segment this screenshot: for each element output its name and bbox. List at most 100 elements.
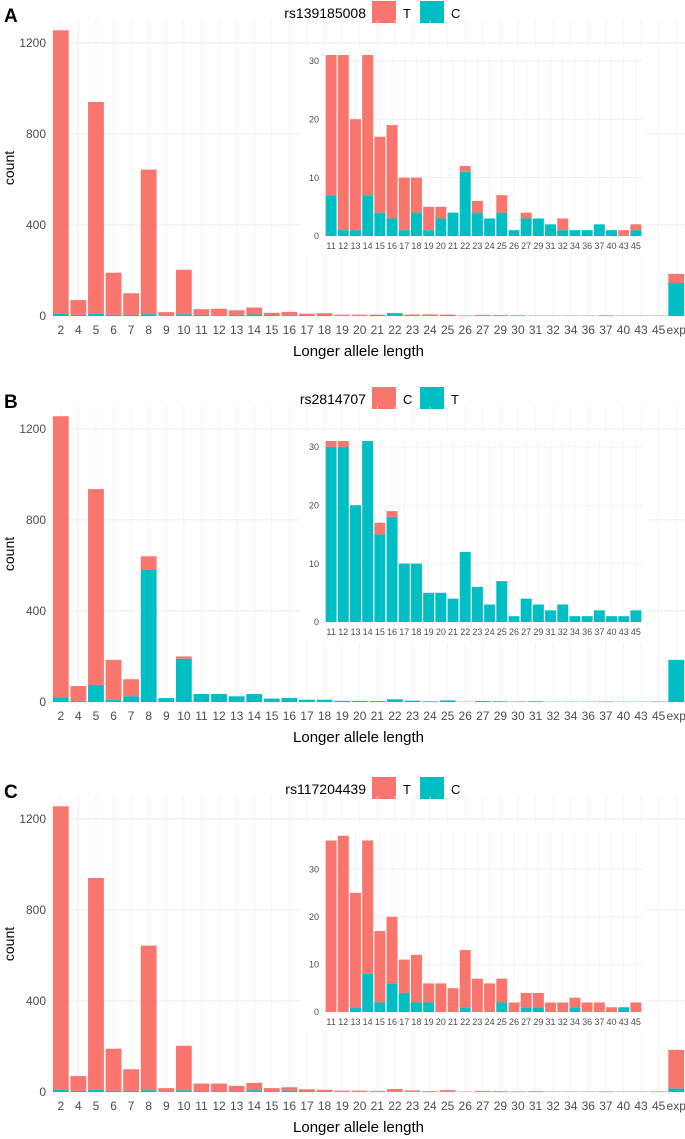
y-tick-label: 0 — [39, 309, 46, 323]
bar-C-2 — [52, 416, 69, 698]
x-tick-label: 32 — [558, 1017, 568, 1027]
bar-T-13 — [228, 310, 245, 315]
bar-C-22 — [459, 1007, 471, 1012]
x-tick-label: 22 — [388, 323, 402, 337]
x-tick-label: 25 — [441, 323, 455, 337]
y-tick-label: 0 — [39, 695, 46, 709]
legend-swatch-C — [372, 387, 396, 409]
legend-title: rs139185008 — [284, 5, 366, 21]
x-tick-label: 36 — [582, 323, 596, 337]
x-tick-label: 36 — [582, 709, 596, 723]
x-tick-label: 36 — [582, 627, 592, 637]
x-tick-label: 18 — [318, 1099, 332, 1113]
x-tick-label: 13 — [230, 1099, 244, 1113]
bar-C-14 — [246, 314, 263, 316]
bar-T-23 — [471, 978, 483, 1012]
bar-C-18 — [410, 212, 422, 236]
bar-T-40 — [606, 616, 618, 622]
x-tick-label: 37 — [599, 323, 613, 337]
x-tick-label: 19 — [424, 627, 434, 637]
x-tick-label: 34 — [570, 1017, 580, 1027]
x-tick-label: 23 — [472, 241, 482, 251]
bar-T-29 — [492, 701, 509, 702]
bar-C-5 — [88, 489, 104, 685]
bar-T-16 — [386, 916, 398, 984]
bar-T-23 — [471, 200, 483, 213]
bar-T-11 — [193, 694, 210, 702]
bar-T-27 — [520, 992, 532, 1008]
bar-C-24 — [484, 218, 496, 236]
bar-C-16 — [386, 983, 398, 1012]
x-tick-label: 45 — [652, 709, 666, 723]
bar-T-exp — [668, 659, 685, 702]
x-tick-label: 30 — [511, 709, 525, 723]
x-tick-label: 29 — [494, 1099, 508, 1113]
x-tick-label: 24 — [423, 709, 437, 723]
bar-C-29 — [532, 218, 544, 236]
bar-T-20 — [435, 206, 447, 219]
y-tick-label: 10 — [309, 173, 319, 183]
bar-T-25 — [496, 195, 508, 213]
bar-C-13 — [349, 1007, 361, 1012]
x-tick-label: 7 — [128, 709, 135, 723]
x-tick-label: 15 — [375, 1017, 385, 1027]
bar-T-23 — [404, 1090, 421, 1092]
bar-T-12 — [211, 1083, 227, 1092]
x-tick-label: 43 — [619, 241, 629, 251]
x-tick-label: 26 — [459, 323, 473, 337]
bar-C-exp — [668, 1088, 685, 1092]
x-tick-label: 40 — [617, 1099, 631, 1113]
x-tick-label: 23 — [406, 709, 420, 723]
bar-T-13 — [349, 892, 361, 1008]
bar-T-22 — [459, 165, 471, 172]
x-tick-label: exp — [667, 323, 685, 337]
bar-T-11 — [193, 1083, 210, 1092]
x-tick-label: 31 — [546, 627, 556, 637]
bar-T-11 — [325, 55, 337, 196]
y-tick-label: 1200 — [19, 422, 46, 436]
bar-T-15 — [374, 931, 386, 1003]
bar-T-25 — [496, 581, 508, 622]
bar-T-17 — [398, 563, 410, 622]
bar-T-27 — [474, 1090, 491, 1092]
bar-T-2 — [52, 697, 69, 702]
bar-C-15 — [374, 212, 386, 236]
bar-T-11 — [193, 309, 210, 315]
x-tick-label: 9 — [163, 1099, 170, 1113]
legend: rs117204439 T C — [285, 777, 460, 799]
bar-C-26 — [508, 230, 520, 236]
bar-T-20 — [435, 983, 447, 1012]
x-tick-label: 43 — [634, 709, 648, 723]
bar-T-24 — [422, 701, 438, 702]
bar-T-26 — [508, 1002, 520, 1012]
bar-C-31 — [545, 224, 557, 236]
x-tick-label: 8 — [145, 1099, 152, 1113]
bar-T-32 — [557, 218, 569, 231]
x-tick-label: 12 — [338, 241, 348, 251]
bar-T-10 — [175, 269, 192, 315]
y-tick-label: 1200 — [19, 812, 46, 826]
bar-T-14 — [246, 1082, 263, 1091]
bar-T-9 — [158, 312, 175, 316]
legend: rs139185008 T C — [284, 1, 460, 23]
x-tick-label: 36 — [582, 241, 592, 251]
y-tick-label: 0 — [314, 1007, 319, 1017]
x-tick-label: 18 — [318, 323, 332, 337]
bar-T-13 — [349, 505, 361, 622]
bar-T-24 — [484, 983, 496, 1012]
y-tick-label: 10 — [309, 960, 319, 970]
bar-T-25 — [496, 978, 508, 1003]
bar-T-13 — [349, 119, 361, 231]
x-tick-label: 14 — [363, 627, 373, 637]
bar-T-2 — [52, 806, 69, 1090]
x-tick-label: 13 — [230, 709, 244, 723]
y-tick-label: 30 — [309, 56, 319, 66]
x-tick-label: 34 — [570, 241, 580, 251]
x-tick-label: 14 — [363, 241, 373, 251]
bar-T-13 — [228, 696, 245, 702]
x-tick-label: 26 — [459, 1099, 473, 1113]
legend-label: T — [451, 392, 459, 407]
bar-T-17 — [299, 699, 315, 702]
y-tick-label: 0 — [39, 1085, 46, 1099]
